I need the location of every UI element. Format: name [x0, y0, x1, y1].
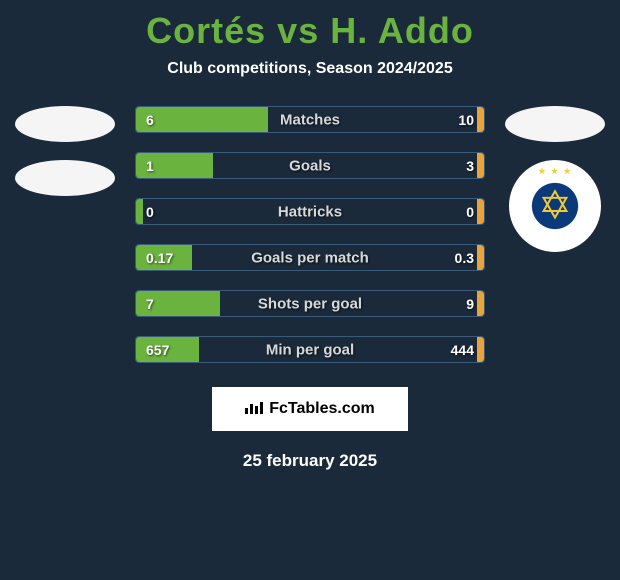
stat-label: Min per goal: [266, 341, 354, 358]
stat-label: Matches: [280, 111, 340, 128]
stat-value-left: 657: [146, 342, 169, 358]
stat-bar: Goals 1 3: [135, 152, 485, 179]
bar-fill-right: [477, 291, 484, 316]
stat-value-left: 1: [146, 158, 154, 174]
chart-icon: [245, 400, 263, 419]
stat-value-left: 0.17: [146, 250, 173, 266]
left-avatar-column: [15, 106, 115, 196]
stat-label: Goals: [289, 157, 331, 174]
stat-value-right: 0.3: [455, 250, 474, 266]
player2-avatar-placeholder: [505, 106, 605, 142]
player2-club-badge: ★ ★ ★ ✡: [509, 160, 601, 252]
page-title: Cortés vs H. Addo: [146, 10, 474, 52]
club-stars-icon: ★ ★ ★: [538, 166, 572, 177]
bar-fill-right: [477, 337, 484, 362]
stats-bars-column: Matches 6 10 Goals 1 3 Hattricks 0 0 Goals per ma…: [135, 106, 485, 363]
stat-value-left: 0: [146, 204, 154, 220]
bar-fill-right: [477, 199, 484, 224]
club-star-icon: ✡: [525, 176, 585, 236]
footer-date: 25 february 2025: [243, 451, 377, 471]
stat-value-right: 0: [466, 204, 474, 220]
content-row: Matches 6 10 Goals 1 3 Hattricks 0 0 Goals per ma…: [0, 106, 620, 363]
bar-fill-left: [136, 199, 143, 224]
stat-value-right: 9: [466, 296, 474, 312]
stat-bar: Shots per goal 7 9: [135, 290, 485, 317]
main-container: Cortés vs H. Addo Club competitions, Sea…: [0, 0, 620, 481]
stat-bar: Goals per match 0.17 0.3: [135, 244, 485, 271]
player1-avatar-placeholder: [15, 106, 115, 142]
stat-label: Goals per match: [251, 249, 369, 266]
stat-value-right: 3: [466, 158, 474, 174]
stat-value-right: 10: [458, 112, 474, 128]
right-avatar-column: ★ ★ ★ ✡: [505, 106, 605, 252]
stat-value-left: 6: [146, 112, 154, 128]
bar-fill-right: [477, 107, 484, 132]
bar-fill-left: [136, 107, 268, 132]
stat-value-left: 7: [146, 296, 154, 312]
bar-fill-right: [477, 245, 484, 270]
stat-label: Shots per goal: [258, 295, 362, 312]
stat-label: Hattricks: [278, 203, 342, 220]
page-subtitle: Club competitions, Season 2024/2025: [167, 60, 452, 78]
stat-bar: Hattricks 0 0: [135, 198, 485, 225]
player1-club-placeholder: [15, 160, 115, 196]
brand-badge: FcTables.com: [212, 387, 408, 431]
stat-value-right: 444: [451, 342, 474, 358]
bar-fill-right: [477, 153, 484, 178]
brand-text: FcTables.com: [269, 400, 375, 418]
stat-bar: Min per goal 657 444: [135, 336, 485, 363]
stat-bar: Matches 6 10: [135, 106, 485, 133]
